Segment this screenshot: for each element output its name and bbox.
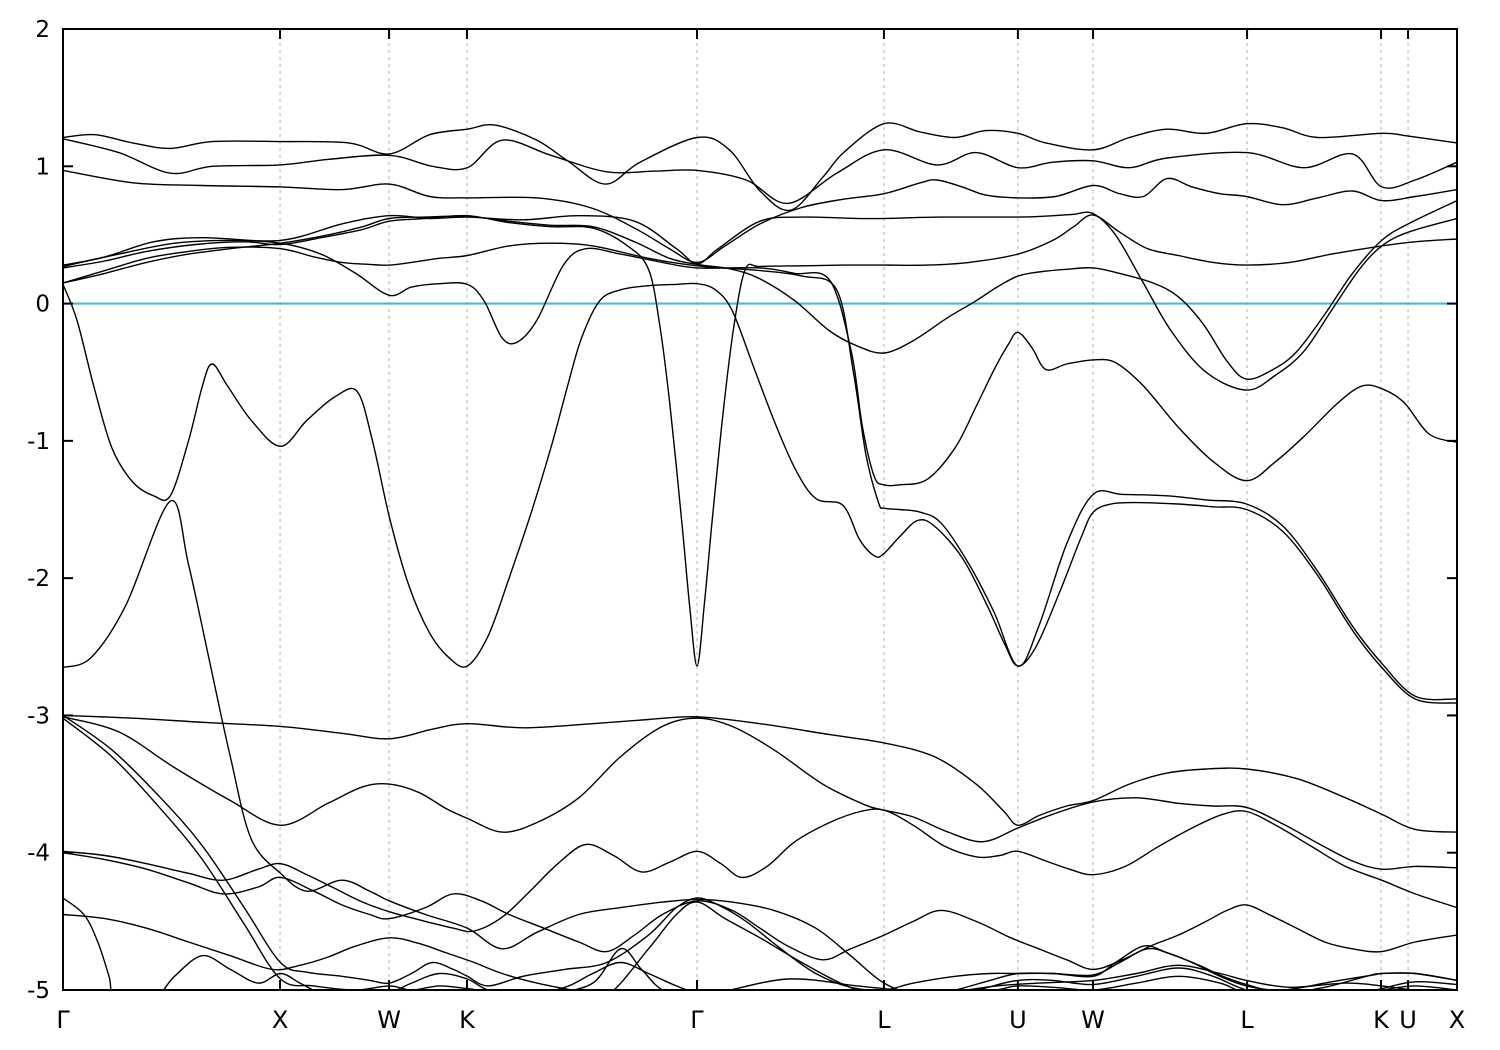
band-05 xyxy=(63,239,1457,487)
kpoint-label-8: L xyxy=(1240,1006,1254,1034)
kpoint-label-9: K xyxy=(1373,1006,1390,1034)
kpoint-label-0: Γ xyxy=(56,1006,70,1034)
energy-bands xyxy=(63,122,1457,990)
band-10 xyxy=(63,199,1457,380)
y-tick-label: 2 xyxy=(35,17,50,43)
band-17 xyxy=(63,901,1457,990)
kpoint-label-2: W xyxy=(377,1006,401,1034)
kpoint-label-6: U xyxy=(1009,1006,1027,1034)
kpoint-label-7: W xyxy=(1081,1006,1105,1034)
band-06 xyxy=(63,242,1457,701)
y-tick-label: 0 xyxy=(35,292,50,318)
band-08 xyxy=(63,499,1457,990)
kpoint-label-10: U xyxy=(1399,1006,1417,1034)
band-09 xyxy=(63,214,1457,667)
y-tick-label: -3 xyxy=(27,703,50,729)
band-07 xyxy=(63,282,1457,704)
plot-frame xyxy=(62,28,1458,991)
kpoint-label-11: X xyxy=(1449,1006,1465,1034)
band-02 xyxy=(63,138,1457,205)
axis-ticks xyxy=(62,28,1458,991)
y-tick-label: -5 xyxy=(27,978,50,1004)
band-13 xyxy=(63,714,1457,990)
band-12 xyxy=(63,716,1457,871)
band-04 xyxy=(63,211,1457,391)
band-01 xyxy=(63,122,1457,212)
y-axis-tick-labels: 2 1 0 -1 -2 -3 -4 -5 xyxy=(27,17,50,1004)
band-18 xyxy=(63,897,1457,990)
kpoint-label-5: L xyxy=(877,1006,891,1034)
band-16 xyxy=(63,852,1457,971)
band-15 xyxy=(63,808,1457,933)
kpoint-label-3: K xyxy=(459,1006,476,1034)
kpoint-label-4: Γ xyxy=(690,1006,704,1034)
band-11 xyxy=(63,714,1457,833)
y-tick-label: -1 xyxy=(27,429,50,455)
y-tick-label: -2 xyxy=(27,566,50,592)
y-tick-label: 1 xyxy=(35,154,50,180)
y-tick-label: -4 xyxy=(27,841,50,867)
band-14 xyxy=(63,717,1457,990)
k-point-gridlines xyxy=(279,29,1409,990)
band-03 xyxy=(63,169,1457,264)
kpoint-label-1: X xyxy=(272,1006,288,1034)
plot-border xyxy=(62,28,1458,991)
